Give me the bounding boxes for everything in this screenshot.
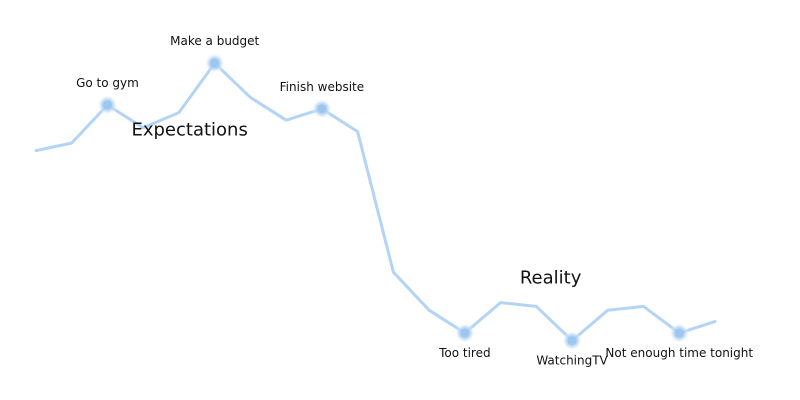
data-label: Not enough time tonight [605,346,753,360]
data-label: Too tired [438,346,491,360]
data-label: WatchingTV [536,354,608,368]
data-point-dot [674,328,684,338]
data-point-dot [317,104,327,114]
label-layer: Go to gym Make a budget Finish website Too … [76,34,753,367]
data-point-dot [460,328,470,338]
data-label: Finish website [280,80,364,94]
data-point-dot [102,100,112,110]
region-label: Reality [520,268,582,289]
series-line [34,61,717,343]
data-point-dot [210,58,220,68]
line-layer [34,61,717,343]
region-label: Expectations [131,119,247,140]
data-point-dot [567,336,577,346]
data-label: Make a budget [170,34,259,48]
data-label: Go to gym [76,76,139,90]
marker-layer [97,53,690,351]
